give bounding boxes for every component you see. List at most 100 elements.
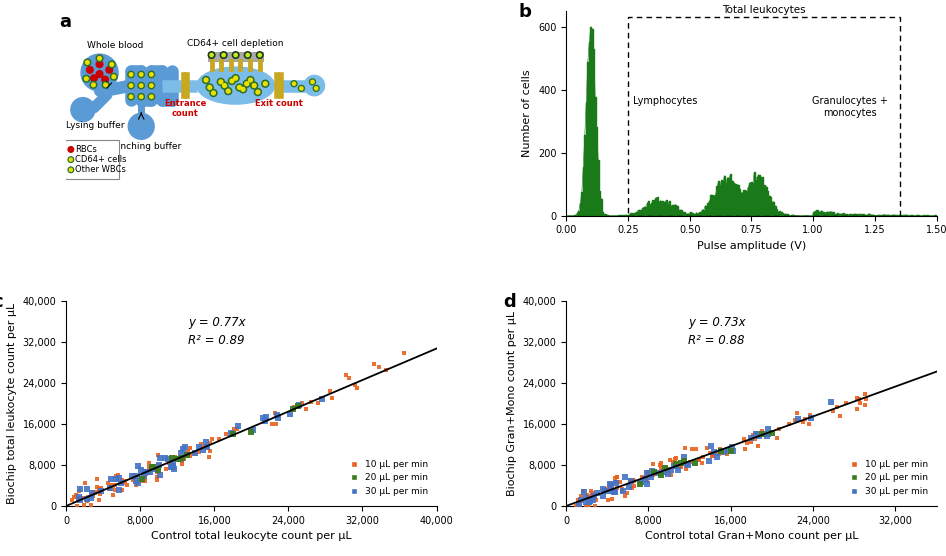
Point (754, 426, 769, 435)
Point (79, 495, 95, 504)
Point (587, 501, 603, 510)
Point (323, 386, 338, 395)
Point (852, 399, 867, 408)
Point (571, 502, 587, 510)
Point (245, 425, 260, 434)
Point (745, 430, 761, 439)
Point (114, 476, 130, 485)
Point (573, 492, 588, 501)
Point (760, 431, 775, 440)
Text: y = 0.77x: y = 0.77x (188, 316, 246, 329)
Circle shape (219, 80, 222, 84)
Point (646, 468, 661, 477)
Point (666, 461, 681, 470)
Point (676, 457, 692, 466)
Circle shape (71, 98, 95, 122)
Point (803, 411, 818, 420)
Circle shape (311, 80, 314, 83)
Circle shape (309, 79, 315, 85)
Point (72, 493, 87, 502)
Point (719, 449, 734, 458)
Point (258, 413, 273, 421)
Circle shape (139, 95, 143, 98)
Point (673, 462, 688, 471)
Circle shape (84, 77, 88, 81)
Point (582, 497, 597, 505)
Point (761, 430, 776, 439)
Point (72, 485, 87, 494)
Circle shape (102, 76, 109, 83)
Point (761, 424, 776, 433)
Circle shape (202, 77, 210, 83)
Point (70, 494, 85, 503)
Point (832, 411, 848, 420)
Legend: 10 μL per min, 20 μL per min, 30 μL per min: 10 μL per min, 20 μL per min, 30 μL per … (341, 456, 432, 499)
Point (583, 492, 598, 501)
Point (614, 486, 629, 495)
Point (569, 502, 584, 510)
Point (342, 374, 357, 383)
Point (283, 409, 298, 418)
Point (151, 465, 166, 474)
Point (200, 443, 215, 452)
Point (134, 475, 149, 484)
Point (83, 489, 98, 498)
Circle shape (96, 55, 103, 62)
Point (613, 478, 628, 487)
Point (769, 434, 784, 443)
Point (187, 448, 202, 457)
Point (157, 454, 172, 463)
Point (597, 488, 612, 497)
Point (622, 483, 637, 492)
Point (174, 456, 189, 465)
Circle shape (220, 52, 227, 58)
Point (797, 415, 812, 424)
Circle shape (128, 93, 134, 100)
Circle shape (102, 82, 109, 88)
Circle shape (149, 82, 154, 89)
Point (645, 459, 660, 468)
Point (609, 473, 624, 481)
Point (205, 435, 220, 444)
Point (396, 349, 412, 358)
Point (639, 474, 654, 483)
Point (151, 460, 166, 469)
Point (152, 454, 167, 463)
Point (70, 502, 85, 510)
Point (581, 498, 596, 507)
Point (141, 458, 156, 467)
Point (230, 422, 245, 431)
Circle shape (225, 88, 232, 95)
Point (725, 443, 740, 451)
Point (677, 444, 692, 453)
Point (86, 488, 101, 497)
Circle shape (234, 53, 237, 57)
Point (587, 492, 602, 500)
Circle shape (208, 86, 212, 90)
Point (165, 454, 180, 463)
Point (602, 480, 617, 489)
Text: CD64+ cells: CD64+ cells (76, 155, 127, 164)
Point (107, 485, 122, 494)
Circle shape (128, 71, 134, 78)
Circle shape (246, 53, 250, 57)
Point (801, 419, 816, 428)
Circle shape (139, 84, 143, 87)
Point (92, 495, 107, 504)
Point (705, 450, 720, 459)
Point (367, 359, 382, 368)
Point (669, 459, 684, 468)
Point (578, 498, 593, 507)
Circle shape (84, 59, 91, 66)
Point (339, 371, 354, 380)
Circle shape (129, 113, 154, 140)
Point (144, 462, 159, 471)
Point (692, 455, 707, 464)
Point (149, 468, 165, 476)
Point (127, 471, 142, 480)
Point (702, 456, 717, 465)
Point (789, 409, 804, 418)
Circle shape (245, 82, 249, 86)
Point (88, 488, 103, 497)
Circle shape (68, 147, 74, 152)
